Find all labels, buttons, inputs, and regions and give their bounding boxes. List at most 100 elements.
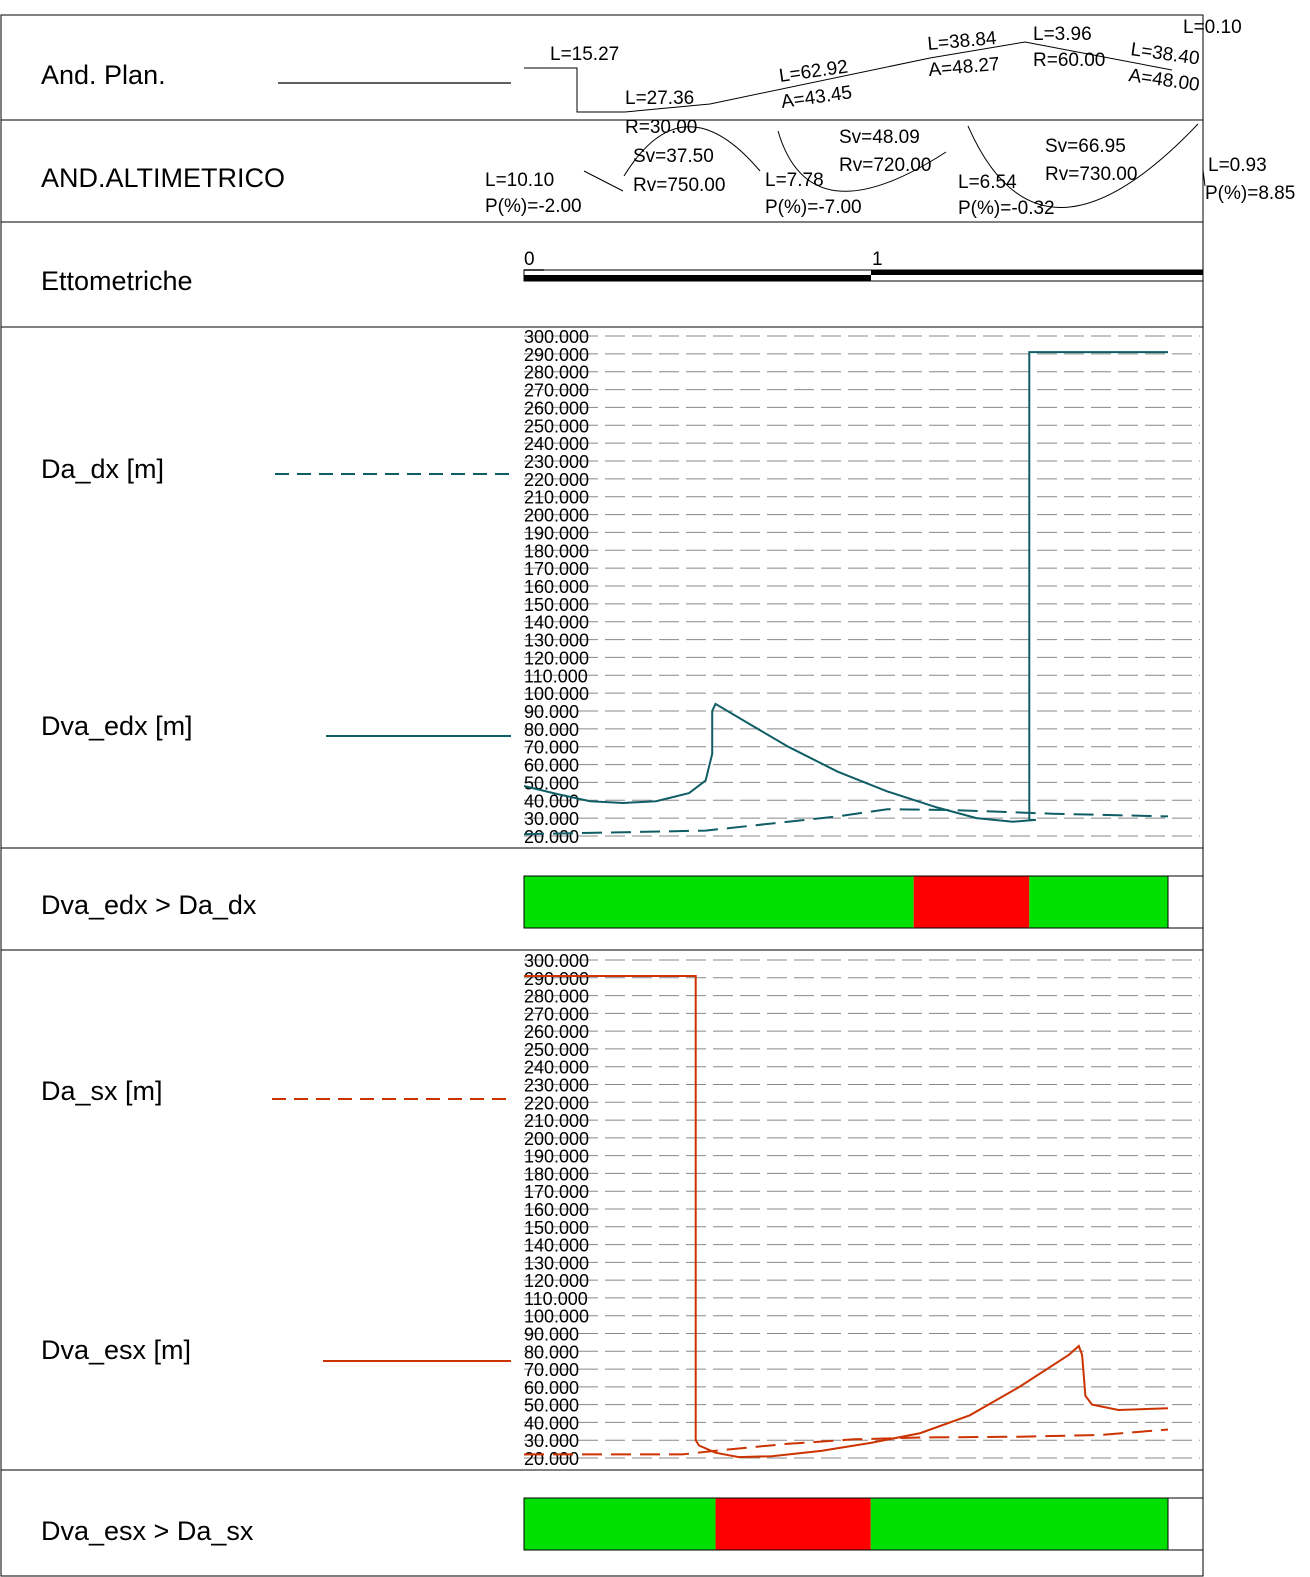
y-tick-label: 120.000: [524, 1271, 589, 1291]
series-dva-esx: [524, 975, 1169, 1459]
y-tick-label: 50.000: [524, 1396, 579, 1416]
bar-frame: [523, 875, 1204, 929]
plan-label: A=48.27: [928, 54, 1001, 81]
y-tick-label: 210.000: [524, 488, 589, 508]
y-tick-label: 80.000: [524, 1342, 579, 1362]
bar-segment-ok: [870, 1498, 1168, 1550]
y-tick-label: 230.000: [524, 452, 589, 472]
y-tick-label: 60.000: [524, 756, 579, 776]
y-tick-label: 170.000: [524, 1182, 589, 1202]
ettometriche-scale: 0 1: [523, 249, 1204, 282]
series-da-dx: [523, 808, 1169, 836]
alt-label: L=10.10: [485, 170, 554, 191]
y-tick-label: 150.000: [524, 595, 589, 615]
y-tick-label: 220.000: [524, 1093, 589, 1113]
plan-label: L=15.27: [550, 44, 619, 65]
series-da-sx: [524, 1428, 1169, 1456]
y-tick-label: 80.000: [524, 720, 579, 740]
y-tick-label: 30.000: [524, 809, 579, 829]
y-tick-label: 300.000: [524, 327, 589, 347]
y-tick-label: 250.000: [524, 1040, 589, 1060]
y-tick-label: 220.000: [524, 470, 589, 490]
y-tick-label: 130.000: [524, 1253, 589, 1273]
plan-label: R=30.00: [625, 117, 697, 138]
etto-segment: [524, 275, 871, 281]
y-tick-label: 180.000: [524, 1164, 589, 1184]
bar-frame: [523, 1497, 1204, 1551]
bar-segment-ok: [524, 876, 914, 928]
y-tick-label: 170.000: [524, 559, 589, 579]
plan-label: L=0.10: [1183, 17, 1242, 38]
y-tick-label: 100.000: [524, 684, 589, 704]
row-label-dva-edx: Dva_edx [m]: [41, 711, 193, 741]
plan-label: L=3.96: [1033, 24, 1092, 45]
table-frame: [0, 14, 1204, 1577]
outer-border: [0, 14, 1204, 1577]
alt-profile: [583, 123, 1206, 208]
y-tick-label: 40.000: [524, 1413, 579, 1433]
row-label-da-dx: Da_dx [m]: [41, 454, 164, 484]
y-tick-label: 200.000: [524, 1129, 589, 1149]
plan-label: R=60.00: [1033, 50, 1105, 71]
row-label-da-sx: Da_sx [m]: [41, 1076, 163, 1106]
y-tick-label: 150.000: [524, 1218, 589, 1238]
y-tick-label: 130.000: [524, 631, 589, 651]
alt-vertical-curve: [967, 123, 1199, 208]
comparison-bar-dx: [523, 875, 1204, 929]
y-tick-label: 160.000: [524, 577, 589, 597]
plan-label: L=38.40: [1129, 39, 1200, 69]
row-label-ettometriche: Ettometriche: [41, 266, 193, 296]
y-tick-label: 110.000: [524, 1289, 588, 1309]
y-tick-label: 70.000: [524, 738, 579, 758]
y-tick-label: 90.000: [524, 1325, 579, 1345]
y-tick-label: 190.000: [524, 523, 589, 543]
comparison-bar-sx: [523, 1497, 1204, 1551]
bar-segment-fail: [913, 876, 1030, 928]
y-tick-label: 180.000: [524, 541, 589, 561]
y-tick-label: 20.000: [524, 1449, 579, 1469]
y-tick-label: 240.000: [524, 434, 589, 454]
y-tick-label: 300.000: [524, 951, 589, 971]
plan-axis-line: [524, 41, 1173, 113]
alt-label: L=7.78: [765, 170, 824, 191]
y-tick-label: 190.000: [524, 1147, 589, 1167]
y-tick-label: 140.000: [524, 613, 589, 633]
y-tick-label: 280.000: [524, 987, 589, 1007]
bar-segment-ok: [1029, 876, 1168, 928]
y-tick-label: 210.000: [524, 1111, 589, 1131]
row-label-plan: And. Plan.: [41, 60, 166, 90]
alt-label: L=6.54: [958, 172, 1017, 193]
y-tick-label: 270.000: [524, 1004, 589, 1024]
y-tick-label: 20.000: [524, 827, 579, 847]
alt-label: P(%)=-2.00: [485, 196, 582, 217]
chart-sx-distances: 300.000290.000280.000270.000260.000250.0…: [524, 951, 1200, 1469]
alt-label: Sv=37.50: [633, 146, 714, 167]
alt-vertical-curve: [623, 126, 761, 177]
y-tick-label: 260.000: [524, 1022, 589, 1042]
alt-grade-line: [583, 170, 624, 192]
row-label-cmp-dx: Dva_edx > Da_dx: [41, 890, 257, 920]
y-tick-label: 290.000: [524, 969, 589, 989]
y-tick-label: 200.000: [524, 506, 589, 526]
y-tick-label: 280.000: [524, 363, 589, 383]
etto-segment: [871, 270, 1203, 275]
y-tick-label: 160.000: [524, 1200, 589, 1220]
series-dva-edx: [523, 351, 1168, 823]
y-tick-label: 290.000: [524, 345, 589, 365]
y-tick-label: 110.000: [524, 666, 588, 686]
plan-label: L=38.84: [927, 28, 998, 55]
alt-label: P(%)=8.85: [1205, 183, 1295, 204]
alt-vertical-curve: [777, 130, 947, 192]
y-tick-label: 230.000: [524, 1076, 589, 1096]
y-tick-label: 240.000: [524, 1058, 589, 1078]
y-tick-label: 140.000: [524, 1236, 589, 1256]
y-tick-label: 260.000: [524, 398, 589, 418]
alt-label: P(%)=-7.00: [765, 197, 862, 218]
alt-label: Sv=48.09: [839, 127, 920, 148]
row-label-cmp-sx: Dva_esx > Da_sx: [41, 1516, 254, 1546]
plan-label: L=27.36: [625, 88, 694, 109]
plan-alignment: [524, 41, 1173, 113]
alt-label: P(%)=-0.32: [958, 198, 1055, 219]
etto-tick-label: 0: [524, 249, 535, 270]
alt-label: Rv=750.00: [633, 175, 725, 196]
